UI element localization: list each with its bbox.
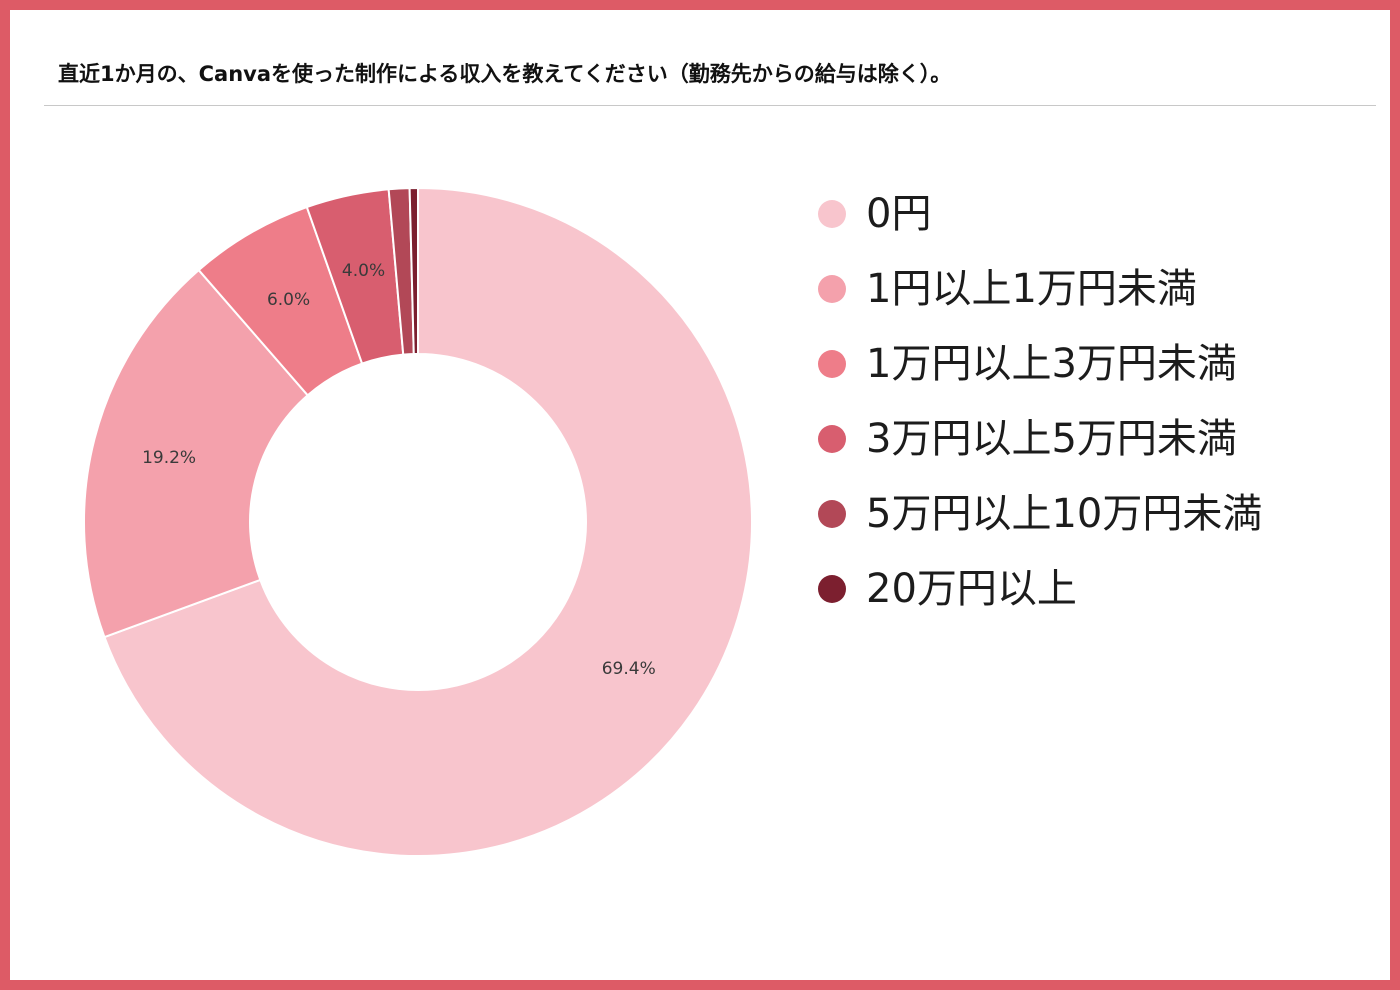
donut-data-labels: 69.4% 19.2% 6.0% 4.0% <box>142 261 656 679</box>
legend-label-4: 5万円以上10万円未満 <box>866 491 1262 537</box>
legend-marker-1 <box>818 275 846 303</box>
legend-label-2: 1万円以上3万円未満 <box>866 341 1237 387</box>
chart-title: 直近1か月の、Canvaを使った制作による収入を教えてください（勤務先からの給与… <box>58 62 952 86</box>
data-label-2: 6.0% <box>267 290 310 310</box>
legend-marker-3 <box>818 425 846 453</box>
chart-legend: 0円 1円以上1万円未満 1万円以上3万円未満 3万円以上5万円未満 5万円以上10万円… <box>818 191 1262 612</box>
legend-label-5: 20万円以上 <box>866 566 1077 612</box>
data-label-0: 69.4% <box>602 659 656 679</box>
legend-label-1: 1円以上1万円未満 <box>866 266 1197 312</box>
data-label-1: 19.2% <box>142 448 196 468</box>
donut-slices <box>83 186 753 857</box>
legend-marker-5 <box>818 575 846 603</box>
legend-label-3: 3万円以上5万円未満 <box>866 416 1237 462</box>
legend-marker-4 <box>818 500 846 528</box>
donut-slice-0 <box>103 186 753 857</box>
legend-label-0: 0円 <box>866 191 931 237</box>
title-divider <box>44 105 1376 106</box>
legend-marker-0 <box>818 200 846 228</box>
donut-slice-1 <box>83 268 310 639</box>
donut-slice-5 <box>408 186 419 356</box>
data-label-3: 4.0% <box>342 261 385 281</box>
legend-marker-2 <box>818 350 846 378</box>
